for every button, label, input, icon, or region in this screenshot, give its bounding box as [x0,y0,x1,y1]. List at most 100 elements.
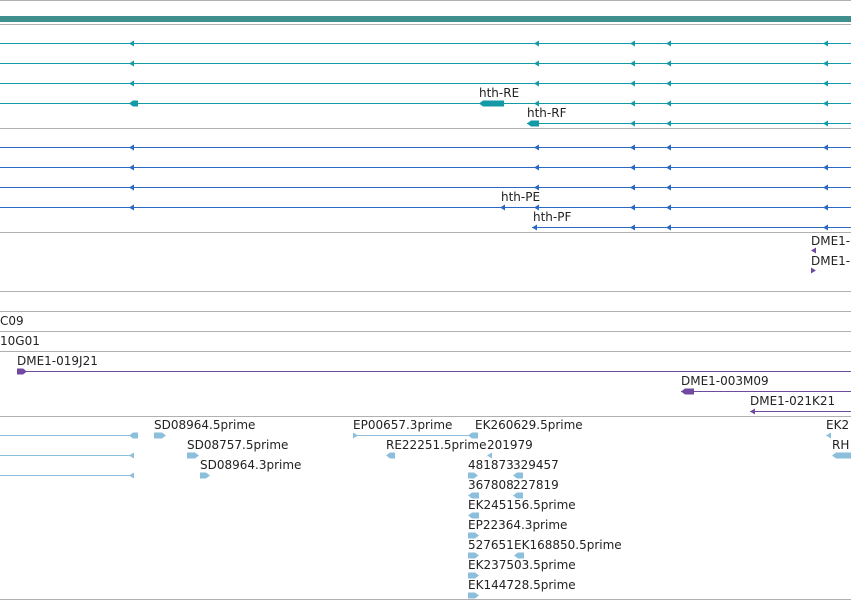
transcript-label-hth-re[interactable]: hth-RE [479,86,520,100]
est-block [468,532,479,539]
exon-arrow [534,184,539,191]
exon-arrow [823,204,828,211]
clone-label-dme1-019j21[interactable]: DME1-019J21 [17,354,98,368]
clone-arrow [750,408,755,415]
est-block [129,432,138,439]
exon-arrow [823,120,828,127]
clone-label[interactable]: DME1- [811,234,851,248]
est-block [200,472,210,479]
est-block [468,552,479,559]
exon-arrow [666,184,671,191]
ruler-bar [0,16,851,22]
exon-arrow [666,164,671,171]
exon-arrow [532,224,537,231]
exon-arrow [666,204,671,211]
clone-label-dme1-021k21[interactable]: DME1-021K21 [750,394,836,408]
est-arrow [487,452,492,459]
exon-arrow [630,120,635,127]
est-label[interactable]: 367808 [468,478,514,492]
exon-arrow [823,100,828,107]
exon-arrow [823,164,828,171]
transcript-label-hth-rf[interactable]: hth-RF [527,106,567,120]
est-label[interactable]: EK245156.5prime [468,498,576,512]
exon-arrow [666,224,671,231]
est-label[interactable]: SD08964.3prime [200,458,302,472]
exon-block [479,100,504,107]
exon-arrow [630,164,635,171]
est-block [468,572,479,579]
exon-arrow [666,80,671,87]
est-block [386,452,395,459]
exon-arrow [666,144,671,151]
est-block [187,452,199,459]
exon-arrow [823,184,828,191]
exon-arrow [630,60,635,67]
exon-block [527,120,539,127]
exon-arrow [534,164,539,171]
exon-arrow [129,164,134,171]
est-label[interactable]: SD08757.5prime [187,438,289,452]
exon-arrow [666,40,671,47]
exon-arrow [823,80,828,87]
exon-arrow [823,144,828,151]
exon-arrow [630,224,635,231]
exon-arrow [630,184,635,191]
exon-arrow [500,204,505,211]
est-block [468,492,479,499]
est-block [832,452,851,459]
exon-arrow [630,144,635,151]
est-label[interactable]: EK237503.5prime [468,558,576,572]
exon-arrow [534,60,539,67]
clone-arrow [811,247,816,254]
est-label[interactable]: EP00657.3prime [353,418,453,432]
est-block [513,472,523,479]
exon-arrow [129,184,134,191]
est-block [154,432,166,439]
est-label[interactable]: EK168850.5prime [514,538,622,552]
est-label[interactable]: EP22364.3prime [468,518,568,532]
clone-label[interactable]: DME1- [811,254,851,268]
est-arrow [353,432,358,439]
clone-label-10g01[interactable]: 10G01 [0,334,40,348]
est-block [468,512,479,519]
exon-arrow [630,100,635,107]
exon-arrow [823,60,828,67]
exon-arrow [129,144,134,151]
transcript-label-hth-pe[interactable]: hth-PE [501,190,541,204]
est-label[interactable]: 201979 [487,438,533,452]
est-arrow [129,472,134,479]
est-label[interactable]: EK260629.5prime [475,418,583,432]
exon-arrow [534,40,539,47]
exon-arrow [666,120,671,127]
exon-arrow [534,144,539,151]
exon-arrow [823,224,828,231]
clone-block [681,388,694,395]
clone-label-dme1-003m09[interactable]: DME1-003M09 [681,374,769,388]
est-label[interactable]: EK144728.5prime [468,578,576,592]
exon-arrow [630,40,635,47]
est-block [468,432,478,439]
est-label[interactable]: 329457 [513,458,559,472]
clone-block [17,368,27,375]
exon-arrow [666,100,671,107]
exon-arrow [129,40,134,47]
est-arrow [129,452,134,459]
exon-arrow [129,60,134,67]
exon-arrow [823,40,828,47]
est-block [513,492,523,499]
clone-label-c09[interactable]: C09 [0,314,24,328]
est-label[interactable]: 481873 [468,458,514,472]
est-label[interactable]: RE22251.5prime [386,438,487,452]
est-label[interactable]: RH [832,438,850,452]
est-label[interactable]: SD08964.5prime [154,418,256,432]
est-label[interactable]: 227819 [513,478,559,492]
transcript-label-hth-pf[interactable]: hth-PF [533,210,572,224]
exon-arrow [630,80,635,87]
exon-block [129,100,138,107]
est-label[interactable]: EK2 [826,418,850,432]
est-label[interactable]: 527651 [468,538,514,552]
clone-arrow [811,267,816,274]
est-arrow [826,432,831,439]
